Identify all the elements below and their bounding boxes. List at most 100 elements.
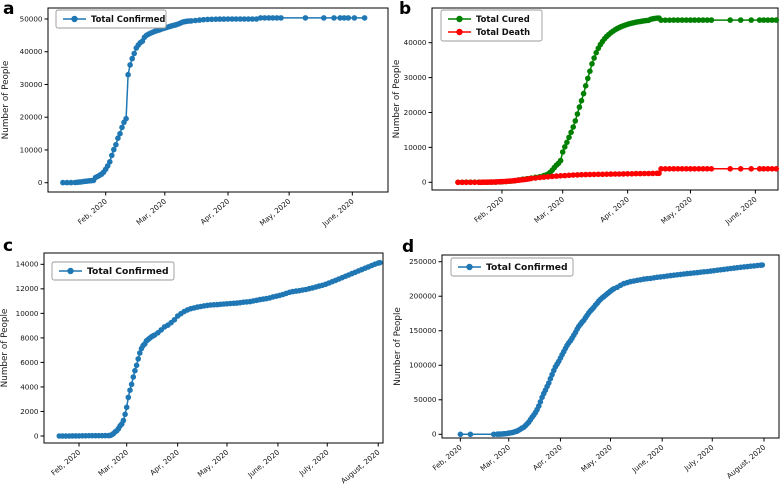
data-point-marker [656, 170, 662, 177]
data-point-marker [60, 179, 66, 186]
data-point-marker [200, 16, 207, 23]
legend-marker-dot [67, 267, 74, 275]
x-tick-label: June, 2020 [723, 194, 759, 227]
data-point-marker [683, 166, 690, 172]
data-point-marker [562, 172, 568, 179]
axes-frame [47, 7, 389, 193]
x-tick-label: July, 2020 [682, 442, 716, 473]
y-axis: 0 10000 20000 30000 40000 [404, 38, 432, 187]
data-point-marker [670, 17, 677, 23]
x-axis: Feb, 2020 Mar, 2020 Apr, 2020 May, 2020 June… [472, 190, 759, 227]
data-point-marker [691, 166, 698, 172]
y-tick-label: 30000 [20, 80, 43, 89]
data-point-marker [572, 118, 579, 124]
y-tick-label: 0 [432, 430, 437, 439]
x-tick-label: Apr, 2020 [598, 194, 631, 224]
data-point-marker [593, 49, 599, 56]
data-point-marker [532, 175, 539, 181]
legend-marker-dot [456, 15, 463, 23]
y-tick-label: 12000 [16, 284, 39, 293]
legend-box [450, 257, 574, 277]
data-point-marker [377, 259, 383, 266]
data-point-marker [221, 16, 227, 22]
data-point-marker [459, 179, 465, 186]
data-point-marker [756, 17, 763, 23]
data-point-marker [666, 17, 673, 24]
data-point-marker [261, 15, 268, 21]
y-tick-label: 30000 [404, 73, 427, 82]
data-point-marker [119, 124, 125, 131]
data-point-marker [455, 179, 461, 186]
data-point-marker [662, 17, 669, 24]
data-point-marker [536, 403, 542, 409]
data-point-marker [133, 362, 140, 369]
data-point-marker [345, 15, 352, 21]
data-point-marker [471, 179, 478, 186]
data-point-marker [120, 417, 127, 424]
legend: Total Confirmed [55, 9, 167, 29]
data-point-marker [662, 166, 669, 172]
data-point-marker [700, 166, 706, 172]
data-point-marker [773, 166, 780, 172]
x-tick-label: Feb, 2020 [49, 447, 82, 477]
data-point-marker [608, 171, 614, 177]
legend: Total Confirmed [450, 257, 574, 277]
data-point-marker [127, 387, 133, 393]
y-tick-label: 20000 [404, 108, 427, 117]
data-point-marker [115, 135, 121, 141]
data-point-marker [658, 166, 664, 172]
x-tick-label: May, 2020 [579, 442, 614, 473]
data-point-marker [574, 172, 581, 178]
data-point-marker [270, 15, 276, 21]
data-point-marker [761, 166, 767, 172]
data-point-marker [576, 104, 583, 110]
series-total-confirmed [457, 262, 766, 438]
data-point-marker [127, 62, 133, 68]
data-point-marker [704, 166, 710, 172]
data-point-marker [457, 431, 464, 438]
data-point-marker [687, 17, 694, 23]
data-point-marker [233, 16, 239, 22]
data-point-marker [580, 90, 587, 97]
data-point-marker [599, 171, 606, 178]
data-point-marker [748, 166, 754, 172]
panel-d: 0 50000 100000 150000 200000 250000 Feb, 2020 M… [393, 254, 780, 480]
data-point-marker [679, 17, 685, 23]
data-point-marker [568, 129, 574, 136]
x-tick-label: August, 2020 [725, 442, 768, 480]
data-point-marker [537, 399, 544, 405]
y-axis: 0 2000 4000 6000 8000 10000 12000 14000 [16, 260, 44, 440]
data-point-marker [553, 173, 560, 179]
data-point-marker [765, 166, 771, 172]
y-axis: 0 10000 20000 30000 40000 50000 [20, 14, 48, 187]
data-point-marker [696, 17, 702, 23]
axes-frame [441, 254, 780, 439]
y-tick-label: 50000 [20, 14, 43, 23]
data-point-marker [125, 394, 132, 401]
data-point-marker [620, 171, 627, 177]
panel-label-d: d [402, 237, 415, 257]
data-point-marker [737, 17, 744, 23]
panel-b: 0 10000 20000 30000 40000 Feb, 2020 Mar, 2020 A… [392, 7, 780, 227]
x-tick-label: Mar, 2020 [532, 194, 566, 225]
data-point-marker [769, 17, 775, 23]
data-point-marker [536, 174, 543, 181]
data-point-marker [213, 16, 219, 23]
data-point-marker [257, 15, 264, 21]
data-point-marker [331, 15, 337, 21]
data-point-marker [463, 179, 470, 186]
data-point-marker [171, 317, 178, 323]
y-tick-label: 40000 [404, 38, 427, 47]
data-point-marker [587, 68, 593, 74]
y-tick-label: 20000 [20, 113, 43, 122]
x-tick-label: May, 2020 [258, 196, 293, 227]
data-point-marker [225, 16, 231, 22]
series-total-death [455, 166, 780, 186]
data-point-marker [229, 16, 235, 22]
data-point-marker [708, 17, 715, 23]
legend: Total Confirmed [51, 261, 175, 281]
panel-c: 0 2000 4000 6000 8000 10000 12000 14000 Feb, 202… [0, 252, 384, 485]
series-total-confirmed-markers [56, 259, 383, 439]
data-point-marker [650, 170, 656, 177]
data-point-marker [217, 16, 223, 22]
